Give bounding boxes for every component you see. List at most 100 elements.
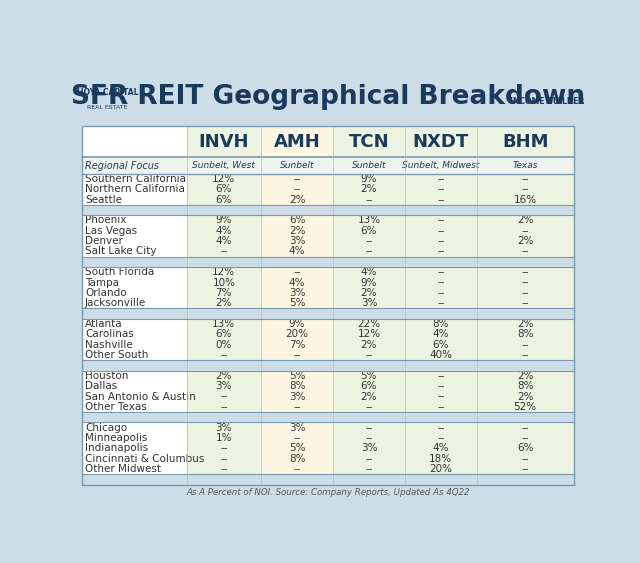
Text: Denver: Denver [85,236,123,246]
Text: 3%: 3% [289,236,305,246]
Text: 5%: 5% [361,371,377,381]
Text: 4%: 4% [433,329,449,339]
Text: Cincinnati & Columbus: Cincinnati & Columbus [85,454,204,464]
Text: 58%: 58% [428,360,454,370]
Text: Other Texas: Other Texas [85,402,147,412]
Text: 8%: 8% [517,381,533,391]
Bar [83,360,573,370]
Text: 20%: 20% [429,464,452,474]
Bar [83,329,187,339]
Bar [83,157,573,174]
Text: 5%: 5% [289,443,305,453]
Text: --: -- [365,454,372,464]
Text: AMH: AMH [274,133,321,151]
Text: INVH: INVH [198,133,249,151]
Text: 30%: 30% [211,309,237,319]
Bar [83,350,187,360]
Text: 2%: 2% [361,339,377,350]
Text: --: -- [522,350,529,360]
Text: --: -- [293,184,301,194]
Text: 64%: 64% [512,412,538,422]
Text: Phoenix: Phoenix [85,216,126,225]
Text: 13%: 13% [284,257,310,267]
Text: --: -- [437,216,445,225]
Text: 0%: 0% [431,412,450,422]
Text: South Florida: South Florida [85,267,154,277]
Bar [405,126,477,485]
Bar [83,402,187,412]
Text: 16%: 16% [512,205,538,215]
Text: 4%: 4% [216,236,232,246]
Text: --: -- [365,236,372,246]
Text: 52%: 52% [513,402,537,412]
Text: 3%: 3% [361,298,377,309]
Text: NXDT: NXDT [413,133,469,151]
Text: Sunbelt, West: Sunbelt, West [193,161,255,170]
Text: 8%: 8% [517,329,533,339]
Text: 0%: 0% [431,205,450,215]
Text: 6%: 6% [517,443,533,453]
Text: 8%: 8% [289,381,305,391]
Text: --: -- [437,278,445,288]
Text: Orlando: Orlando [85,288,127,298]
Text: --: -- [220,443,228,453]
Text: --: -- [220,402,228,412]
Text: 4%: 4% [216,226,232,236]
Text: --: -- [437,288,445,298]
Text: Texas: Texas [513,161,538,170]
Bar [261,126,333,485]
Text: 18%: 18% [356,309,382,319]
Text: 15%: 15% [284,309,310,319]
Text: --: -- [522,298,529,309]
Text: --: -- [522,267,529,277]
Text: 1%: 1% [216,433,232,443]
Bar [333,126,405,485]
Text: --: -- [220,454,228,464]
Text: As A Percent of NOI. Source: Company Reports, Updated As 4Q22: As A Percent of NOI. Source: Company Rep… [186,488,470,497]
Text: 13%: 13% [212,319,236,329]
Bar [83,126,573,485]
Bar [83,174,187,184]
Bar [477,126,573,485]
Text: 9%: 9% [361,174,377,184]
Text: Sunbelt: Sunbelt [280,161,314,170]
Text: --: -- [220,391,228,401]
Text: INCOME BUILDER: INCOME BUILDER [510,97,584,106]
Text: 6%: 6% [516,475,534,484]
Bar [83,422,187,433]
Bar [83,474,573,485]
Text: 2%: 2% [361,184,377,194]
Text: --: -- [365,464,372,474]
Text: 5%: 5% [289,371,305,381]
Text: --: -- [437,267,445,277]
Text: --: -- [522,288,529,298]
Text: 5%: 5% [214,412,233,422]
Text: Jacksonville: Jacksonville [85,298,146,309]
Text: Nashville: Nashville [85,339,132,350]
Text: 16%: 16% [284,412,310,422]
Text: --: -- [365,247,372,257]
Text: 22%: 22% [357,319,381,329]
Text: Southwest US Subtotal: Southwest US Subtotal [85,257,226,267]
Text: --: -- [522,247,529,257]
Text: West Coast US Subtotal: West Coast US Subtotal [85,205,230,215]
Text: --: -- [437,391,445,401]
Text: Carolinas: Carolinas [85,329,134,339]
Text: --: -- [365,350,372,360]
Text: Midwest US Subtotal: Midwest US Subtotal [85,475,212,484]
Text: 5%: 5% [289,298,305,309]
Text: 0%: 0% [431,309,450,319]
Text: 4%: 4% [214,475,233,484]
Text: --: -- [437,371,445,381]
Text: 11%: 11% [356,205,382,215]
Text: --: -- [522,433,529,443]
Text: --: -- [437,174,445,184]
Text: 2%: 2% [288,205,307,215]
Text: SFR REIT Geographical Breakdown: SFR REIT Geographical Breakdown [71,84,585,110]
Bar [83,464,187,474]
Text: 17%: 17% [211,257,237,267]
Text: 12%: 12% [357,329,381,339]
Text: Tampa: Tampa [85,278,119,288]
Bar [80,68,576,126]
Text: Other Midwest: Other Midwest [85,464,161,474]
